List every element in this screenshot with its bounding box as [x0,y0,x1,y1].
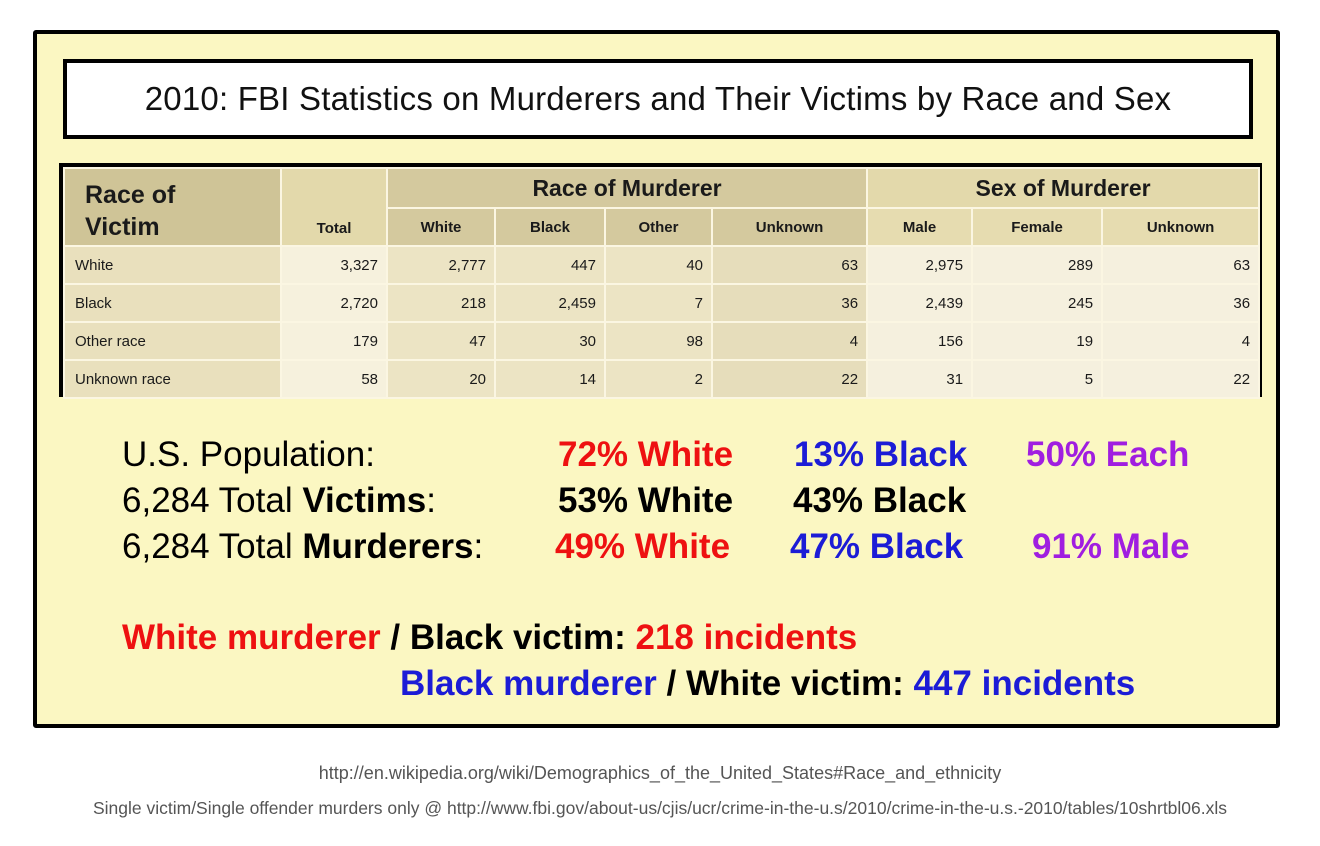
incident2-murderer: Black murderer [400,664,657,703]
table-row: Unknown race 58 20 14 2 22 31 5 22 [63,359,1261,399]
incident1-murderer: White murderer [122,618,381,657]
cell-race-white: 218 [386,283,496,323]
cell-sex-male: 156 [866,321,974,361]
cell-sex-male: 2,975 [866,245,974,285]
header-race-black: Black [494,207,606,247]
statistics-table: Race of Victim Total Race of Murderer Se… [59,163,1262,399]
row-label: Unknown race [63,359,282,399]
cell-race-black: 2,459 [494,283,606,323]
cell-sex-unknown: 4 [1101,321,1261,361]
header-race-white: White [386,207,496,247]
cell-race-black: 14 [494,359,606,399]
cell-race-unknown: 22 [710,359,869,399]
murderers-black: 47% Black [790,527,964,566]
cell-sex-unknown: 22 [1101,359,1261,399]
cell-race-unknown: 4 [710,321,869,361]
row-label: Black [63,283,282,323]
table-row: Black 2,720 218 2,459 7 36 2,439 245 36 [63,283,1261,323]
cell-race-other: 2 [604,359,713,399]
victims-black: 43% Black [793,481,967,520]
population-white: 72% White [558,435,734,474]
header-race-of-victim: Race of Victim [63,167,282,247]
victims-label-prefix: 6,284 Total [122,481,303,520]
murderers-label-prefix: 6,284 Total [122,527,303,566]
murder-stats-table: Race of Victim Total Race of Murderer Se… [63,167,1261,399]
victims-white: 53% White [558,481,734,520]
cell-total: 179 [280,321,388,361]
population-each: 50% Each [1026,435,1190,474]
cell-total: 2,720 [280,283,388,323]
cell-sex-female: 245 [971,283,1104,323]
header-line-1: Race of [85,181,176,209]
victims-label-suffix: : [426,481,436,520]
header-sex-male: Male [866,207,974,247]
murderers-label: 6,284 Total Murderers: [122,527,483,567]
header-sex-of-murderer: Sex of Murderer [866,167,1261,209]
cell-total: 3,327 [280,245,388,285]
header-race-other: Other [604,207,713,247]
murderers-male: 91% Male [1032,527,1190,566]
victims-label-bold: Victims [302,481,427,520]
cell-sex-female: 5 [971,359,1104,399]
cell-race-unknown: 36 [710,283,869,323]
incident1-count: 218 incidents [635,618,858,657]
header-sex-unknown: Unknown [1101,207,1261,247]
cell-race-white: 20 [386,359,496,399]
cell-race-other: 98 [604,321,713,361]
source-wikipedia: http://en.wikipedia.org/wiki/Demographic… [318,763,1002,783]
victims-label: 6,284 Total Victims: [122,481,436,521]
table-row: Other race 179 47 30 98 4 156 19 4 [63,321,1261,361]
murderers-white: 49% White [555,527,731,566]
incident2-victim: / White victim: [656,664,914,703]
cell-sex-female: 289 [971,245,1104,285]
incident-line-1: White murderer / Black victim: 218 incid… [122,618,857,658]
header-race-unknown: Unknown [710,207,869,247]
population-black: 13% Black [794,435,968,474]
population-label: U.S. Population: [122,435,375,474]
cell-sex-male: 31 [866,359,974,399]
cell-race-white: 2,777 [386,245,496,285]
cell-race-black: 447 [494,245,606,285]
source-fbi: Single victim/Single offender murders on… [92,798,1228,818]
title-box: 2010: FBI Statistics on Murderers and Th… [63,59,1253,139]
cell-race-white: 47 [386,321,496,361]
incident-line-2: Black murderer / White victim: 447 incid… [400,664,1135,704]
murderers-label-bold: Murderers [302,527,474,566]
table-row: White 3,327 2,777 447 40 63 2,975 289 63 [63,245,1261,285]
cell-sex-female: 19 [971,321,1104,361]
cell-race-other: 40 [604,245,713,285]
header-sex-female: Female [971,207,1104,247]
cell-total: 58 [280,359,388,399]
row-label: Other race [63,321,282,361]
page-title: 2010: FBI Statistics on Murderers and Th… [144,80,1172,117]
cell-sex-unknown: 63 [1101,245,1261,285]
cell-race-unknown: 63 [710,245,869,285]
incident2-count: 447 incidents [913,664,1136,703]
header-race-of-murderer: Race of Murderer [385,167,869,209]
cell-race-other: 7 [604,283,713,323]
cell-sex-male: 2,439 [866,283,974,323]
header-total: Total [280,167,388,247]
cell-race-black: 30 [494,321,606,361]
murderers-label-suffix: : [473,527,484,566]
incident1-victim: / Black victim: [380,618,636,657]
cell-sex-unknown: 36 [1101,283,1261,323]
header-line-2: Victim [85,213,160,241]
row-label: White [63,245,282,285]
